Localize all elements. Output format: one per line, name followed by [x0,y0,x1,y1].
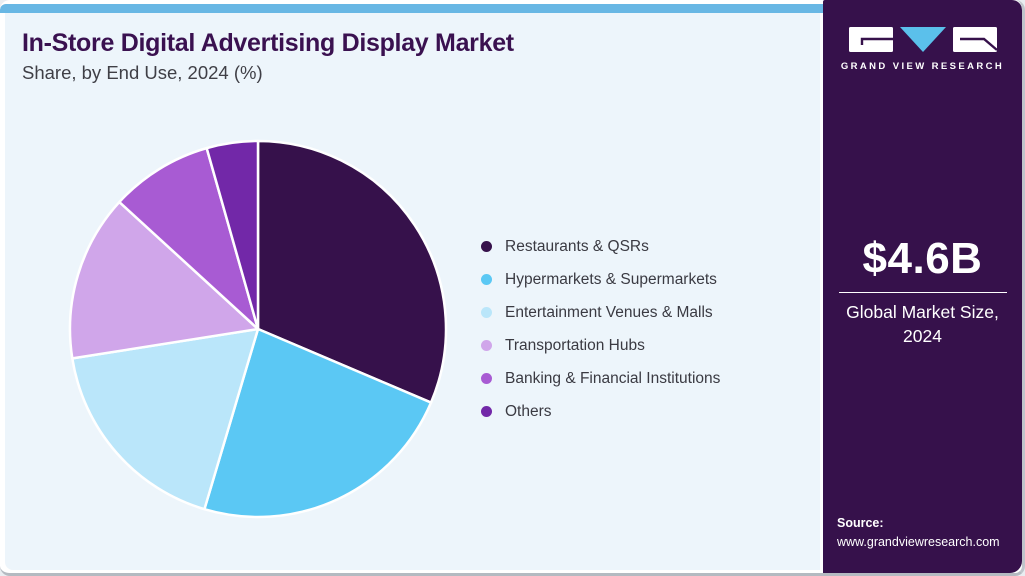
brand-wordmark: GRAND VIEW RESEARCH [840,61,1005,72]
chart-panel: In-Store Digital Advertising Display Mar… [5,13,820,570]
market-size-value: $4.6B [862,234,983,283]
pie-slice-5 [118,146,260,331]
legend-label: Restaurants & QSRs [505,237,649,255]
chart-title: In-Store Digital Advertising Display Mar… [22,29,514,57]
chart-subtitle: Share, by End Use, 2024 (%) [22,62,263,83]
logo-g-glyph [860,37,893,45]
legend-label: Others [505,402,552,420]
legend-swatch [481,241,492,252]
brand-logo-block: GRAND VIEW RESEARCH [823,26,1022,72]
legend-label: Entertainment Venues & Malls [505,303,713,321]
brand-sidebar: GRAND VIEW RESEARCH $4.6B Global Market … [823,0,1022,573]
legend-swatch [481,373,492,384]
logo-v-triangle [899,27,946,52]
gvr-logo-icon [848,27,998,52]
legend-item: Transportation Hubs [481,329,720,362]
pie-slice-4 [68,200,260,360]
chart-legend: Restaurants & QSRs Hypermarkets & Superm… [481,230,720,428]
pie-slice-6 [205,139,260,331]
market-size-block: $4.6B Global Market Size, 2024 [823,234,1022,348]
legend-item: Hypermarkets & Supermarkets [481,263,720,296]
top-accent-bar [0,4,823,13]
legend-swatch [481,406,492,417]
pie-slice-2 [203,327,433,519]
legend-swatch [481,274,492,285]
source-label: Source: [837,516,884,530]
legend-label: Hypermarkets & Supermarkets [505,270,717,288]
legend-item: Banking & Financial Institutions [481,362,720,395]
pie-chart [68,139,448,519]
legend-label: Transportation Hubs [505,336,645,354]
legend-swatch [481,340,492,351]
pie-slice-3 [71,327,260,511]
legend-label: Banking & Financial Institutions [505,369,721,387]
source-url-link[interactable]: www.grandviewresearch.com [837,535,1000,549]
source-block: Source: www.grandviewresearch.com [837,516,1000,551]
pie-slice-1 [256,139,448,404]
pie-chart-container [66,137,450,521]
market-size-divider [838,292,1007,293]
chart-header: In-Store Digital Advertising Display Mar… [22,28,514,84]
legend-item: Entertainment Venues & Malls [481,296,720,329]
market-size-label-line2: 2024 [903,326,942,346]
legend-swatch [481,307,492,318]
legend-item: Restaurants & QSRs [481,230,720,263]
logo-r-glyph [959,37,998,51]
market-size-label-line1: Global Market Size, [846,302,999,322]
legend-item: Others [481,395,720,428]
